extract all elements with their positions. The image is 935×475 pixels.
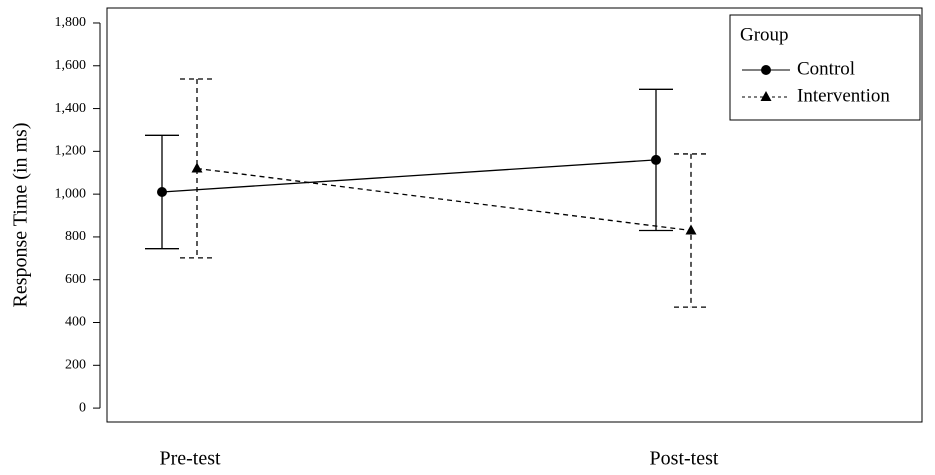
- legend-title: Group: [740, 24, 789, 45]
- error-bar: [180, 78, 214, 259]
- legend-box: [729, 14, 921, 121]
- legend-marker: [761, 65, 771, 75]
- y-tick-label: 400: [65, 315, 86, 330]
- x-tick-label: Pre-test: [159, 448, 221, 470]
- series-line: [196, 167, 692, 232]
- y-tick-label: 1,200: [55, 144, 87, 159]
- plot-frame: [106, 7, 923, 423]
- legend-marker: [760, 91, 772, 101]
- y-tick-label: 800: [65, 229, 86, 244]
- point: [685, 224, 697, 235]
- series-line: [161, 159, 657, 193]
- point: [651, 154, 661, 165]
- y-tick-label: 1,000: [55, 186, 87, 201]
- point: [157, 187, 167, 197]
- y-tick-label: 1,400: [55, 101, 87, 116]
- y-tick-label: 1,800: [55, 15, 87, 30]
- y-axis-label: Response Time (in ms): [10, 122, 32, 307]
- y-tick-label: 0: [79, 400, 86, 415]
- y-tick-label: 200: [65, 358, 86, 373]
- legend-label: Control: [797, 58, 855, 79]
- point: [191, 162, 203, 173]
- x-tick-label: Post-test: [650, 448, 719, 470]
- legend-label: Intervention: [797, 85, 890, 106]
- y-tick-label: 1,600: [55, 58, 87, 73]
- y-tick-label: 600: [65, 272, 86, 287]
